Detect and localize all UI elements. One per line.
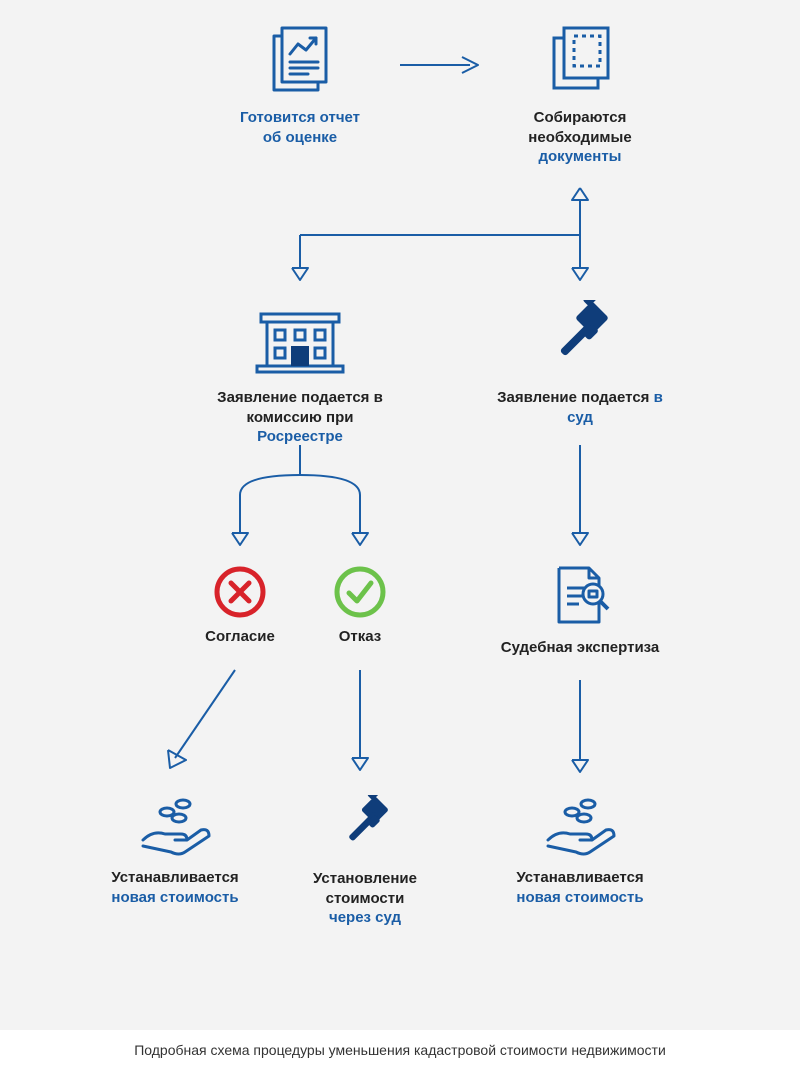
arrow-refuse-to-viacourt: [310, 670, 430, 780]
node-rosreestr: Заявление подается в комиссию при Росрее…: [190, 300, 410, 447]
node-court: Заявление подается в суд: [490, 300, 670, 427]
gavel-small-icon: [280, 795, 450, 861]
node-documents: Собираются необходимые документы: [490, 20, 670, 167]
arrow-rosreestr-split: [200, 445, 420, 555]
node-agree: Согласие: [190, 565, 290, 647]
gavel-icon: [490, 300, 670, 380]
node-newcost-left: Устанавливается новая стоимость: [80, 790, 270, 907]
node-rosreestr-label: Заявление подается в комиссию при Росрее…: [190, 388, 410, 447]
node-newcost-left-label: Устанавливается новая стоимость: [80, 868, 270, 907]
arrow-expertise-to-newcost: [570, 680, 590, 780]
node-refuse-label: Отказ: [310, 627, 410, 647]
flowchart-canvas: Готовится отчет об оценке Собираются нео…: [0, 0, 800, 1030]
arrow-documents-split: [260, 180, 600, 290]
arrow-court-to-expertise: [570, 445, 590, 555]
building-icon: [190, 300, 410, 380]
approve-check-icon: [310, 565, 410, 619]
hand-coins-icon-2: [485, 790, 675, 860]
node-court-label: Заявление подается в суд: [490, 388, 670, 427]
node-report: Готовится отчет об оценке: [210, 20, 390, 147]
node-newcost-right: Устанавливается новая стоимость: [485, 790, 675, 907]
hand-coins-icon: [80, 790, 270, 860]
arrow-report-to-documents: [400, 55, 490, 75]
node-expertise: Судебная экспертиза: [500, 560, 660, 658]
figure-caption: Подробная схема процедуры уменьшения кад…: [0, 1030, 800, 1078]
documents-icon: [490, 20, 670, 100]
node-documents-label: Собираются необходимые документы: [490, 108, 670, 167]
report-icon: [210, 20, 390, 100]
node-cost-via-court-label: Установление стоимости через суд: [280, 869, 450, 928]
node-report-label: Готовится отчет об оценке: [210, 108, 390, 147]
node-refuse: Отказ: [310, 565, 410, 647]
reject-x-icon: [190, 565, 290, 619]
node-newcost-right-label: Устанавливается новая стоимость: [485, 868, 675, 907]
node-expertise-label: Судебная экспертиза: [500, 638, 660, 658]
node-cost-via-court: Установление стоимости через суд: [280, 795, 450, 928]
node-agree-label: Согласие: [190, 627, 290, 647]
expertise-icon: [500, 560, 660, 630]
arrow-agree-to-newcost: [150, 670, 270, 780]
